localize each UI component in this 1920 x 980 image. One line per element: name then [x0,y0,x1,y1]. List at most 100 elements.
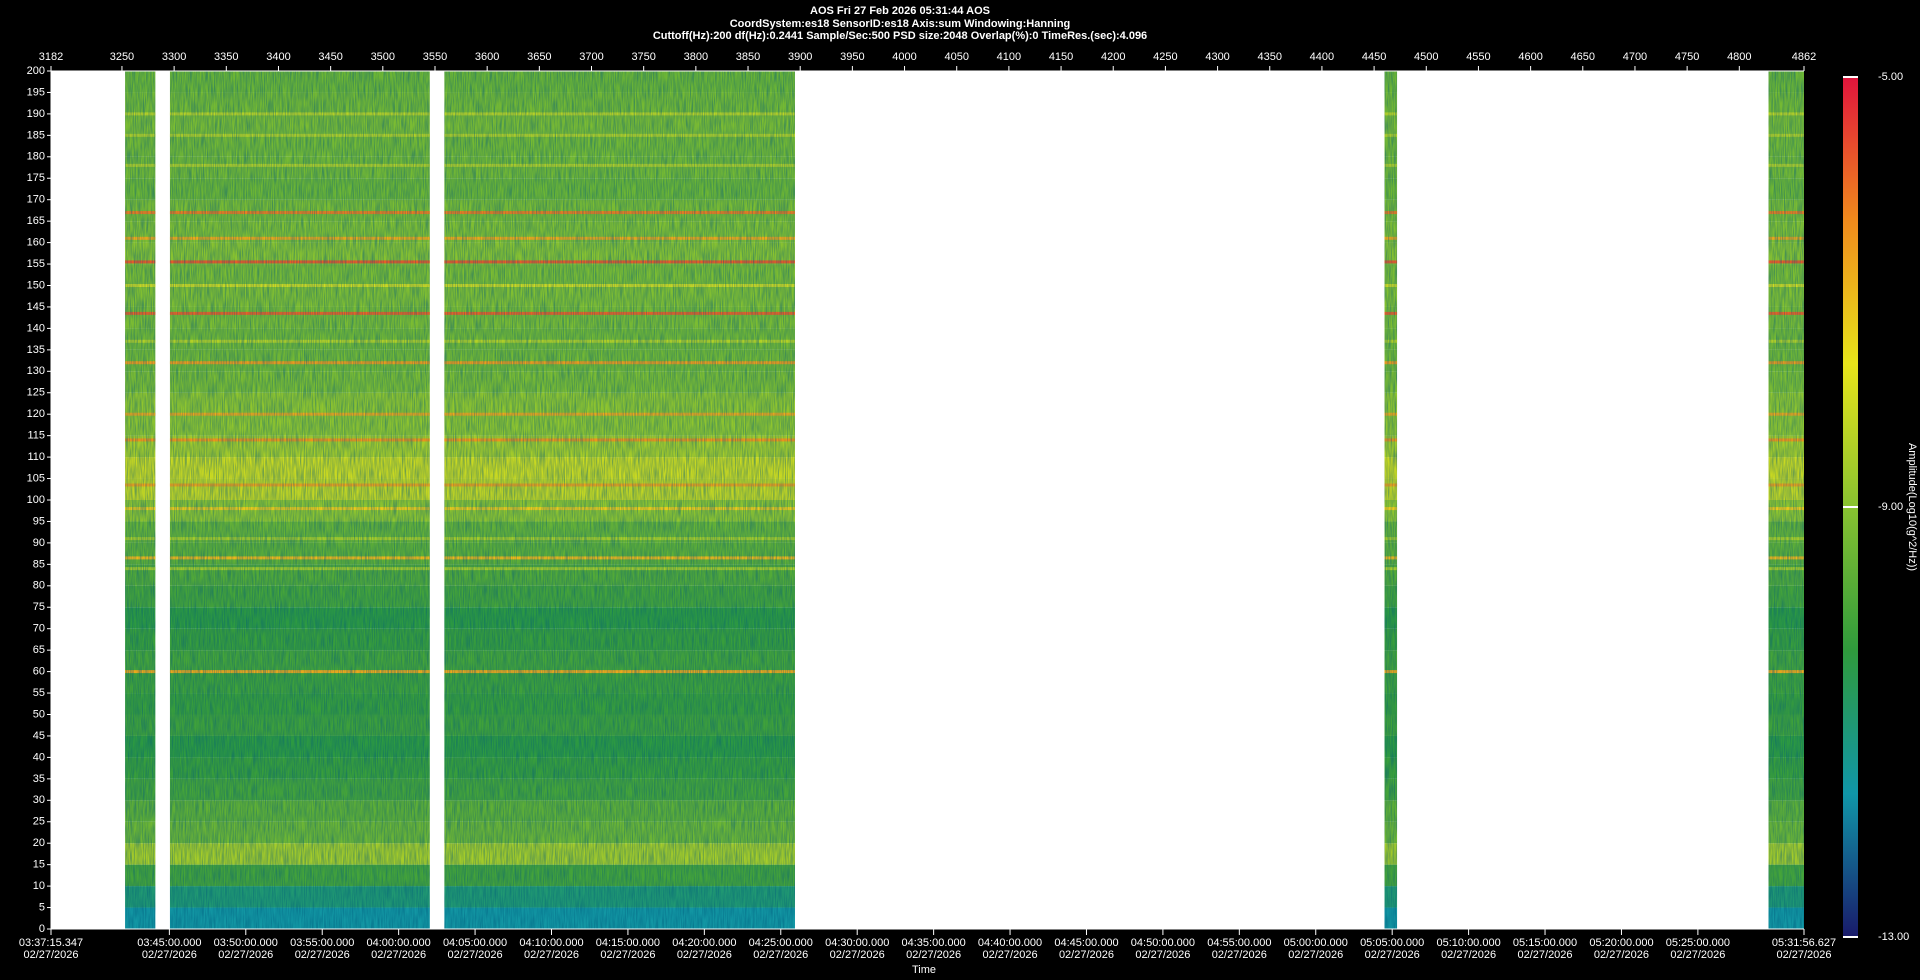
y-tick-label: 10 [33,880,45,892]
time-tick-label: 05:00:00.000 [1284,937,1348,949]
time-tick-label: 04:05:00.000 [443,937,507,949]
y-tick-label: 180 [27,151,45,163]
time-tick-label: 05:20:00.000 [1589,937,1653,949]
time-tick-label: 04:15:00.000 [596,937,660,949]
subtitle: CoordSystem:es18 SensorID:es18 Axis:sum … [730,18,1071,30]
x-tick-label: 4150 [1049,51,1073,63]
x-tick-label: 4200 [1101,51,1125,63]
y-tick-label: 50 [33,708,45,720]
y-tick-label: 155 [27,258,45,270]
time-tick-date: 02/27/2026 [830,949,885,961]
time-tick-label: 05:15:00.000 [1513,937,1577,949]
x-tick-label: 4750 [1675,51,1699,63]
y-tick-label: 115 [27,430,45,442]
x-tick-label: 4000 [892,51,916,63]
time-tick-label: 05:10:00.000 [1436,937,1500,949]
x-tick-label: 4350 [1258,51,1282,63]
y-tick-label: 25 [33,816,45,828]
time-tick-date: 02/27/2026 [1594,949,1649,961]
x-tick-label: 4050 [944,51,968,63]
y-tick-label: 200 [27,65,45,77]
y-tick-label: 165 [27,215,45,227]
x-tick-label: 3450 [318,51,342,63]
time-tick-label: 03:45:00.000 [137,937,201,949]
y-tick-label: 0 [39,923,45,935]
y-tick-label: 170 [27,194,45,206]
time-tick-date: 02/27/2026 [677,949,732,961]
y-tick-label: 145 [27,301,45,313]
title: AOS Fri 27 Feb 2026 05:31:44 AOS [810,5,990,17]
y-tick-label: 150 [27,279,45,291]
time-tick-date: 02/27/2026 [371,949,426,961]
time-tick-date: 02/27/2026 [218,949,273,961]
y-tick-label: 65 [33,644,45,656]
x-tick-label: 3400 [266,51,290,63]
time-tick-label: 04:50:00.000 [1131,937,1195,949]
time-tick-date: 02/27/2026 [1517,949,1572,961]
x-tick-label: 4300 [1205,51,1229,63]
x-tick-label: 4862 [1792,51,1816,63]
time-tick-label: 04:10:00.000 [519,937,583,949]
time-tick-date: 02/27/2026 [295,949,350,961]
y-tick-label: 125 [27,387,45,399]
y-tick-label: 105 [27,472,45,484]
x-tick-label: 3800 [684,51,708,63]
time-tick-date: 02/27/2026 [448,949,503,961]
y-tick-label: 185 [27,129,45,141]
y-tick-label: 195 [27,86,45,98]
x-tick-label: 3750 [631,51,655,63]
y-tick-label: 35 [33,773,45,785]
x-tick-label: 3300 [162,51,186,63]
x-tick-label: 4650 [1571,51,1595,63]
time-tick-date: 02/27/2026 [1776,949,1831,961]
time-tick-date: 02/27/2026 [142,949,197,961]
y-tick-label: 95 [33,515,45,527]
time-tick-label: 04:25:00.000 [749,937,813,949]
time-tick-date: 02/27/2026 [983,949,1038,961]
time-tick-label: 04:55:00.000 [1207,937,1271,949]
y-tick-label: 20 [33,837,45,849]
time-tick-label: 04:20:00.000 [672,937,736,949]
x-tick-label: 3250 [110,51,134,63]
y-tick-label: 90 [33,537,45,549]
x-axis-label: Time [912,964,936,976]
time-tick-label: 04:30:00.000 [825,937,889,949]
x-tick-label: 4800 [1727,51,1751,63]
y-tick-label: 15 [33,859,45,871]
x-tick-label: 3900 [788,51,812,63]
x-tick-label: 3700 [579,51,603,63]
y-tick-label: 60 [33,666,45,678]
y-tick-label: 75 [33,601,45,613]
time-tick-label: 04:40:00.000 [978,937,1042,949]
colorbar-tick-label: -5.00 [1878,71,1903,83]
time-tick-label: 05:05:00.000 [1360,937,1424,949]
x-tick-label: 3850 [736,51,760,63]
x-tick-label: 4550 [1466,51,1490,63]
time-tick-label: 04:45:00.000 [1054,937,1118,949]
time-tick-date: 02/27/2026 [1135,949,1190,961]
y-tick-label: 190 [27,108,45,120]
y-tick-label: 80 [33,580,45,592]
y-tick-label: 100 [27,494,45,506]
y-tick-label: 30 [33,794,45,806]
x-tick-label: 3550 [423,51,447,63]
y-tick-label: 160 [27,237,45,249]
x-tick-label: 3500 [371,51,395,63]
x-tick-label: 4250 [1153,51,1177,63]
time-tick-label: 04:35:00.000 [902,937,966,949]
x-tick-label: 4100 [997,51,1021,63]
time-tick-date: 02/27/2026 [23,949,78,961]
y-tick-label: 45 [33,730,45,742]
time-tick-date: 02/27/2026 [1441,949,1496,961]
y-tick-label: 85 [33,558,45,570]
subtitle: Cuttoff(Hz):200 df(Hz):0.2441 Sample/Sec… [653,30,1147,42]
y-tick-label: 130 [27,365,45,377]
y-tick-label: 120 [27,408,45,420]
x-tick-label: 4600 [1518,51,1542,63]
y-tick-label: 55 [33,687,45,699]
time-tick-label: 05:25:00.000 [1666,937,1730,949]
time-tick-label: 03:37:15.347 [19,937,83,949]
time-tick-date: 02/27/2026 [524,949,579,961]
